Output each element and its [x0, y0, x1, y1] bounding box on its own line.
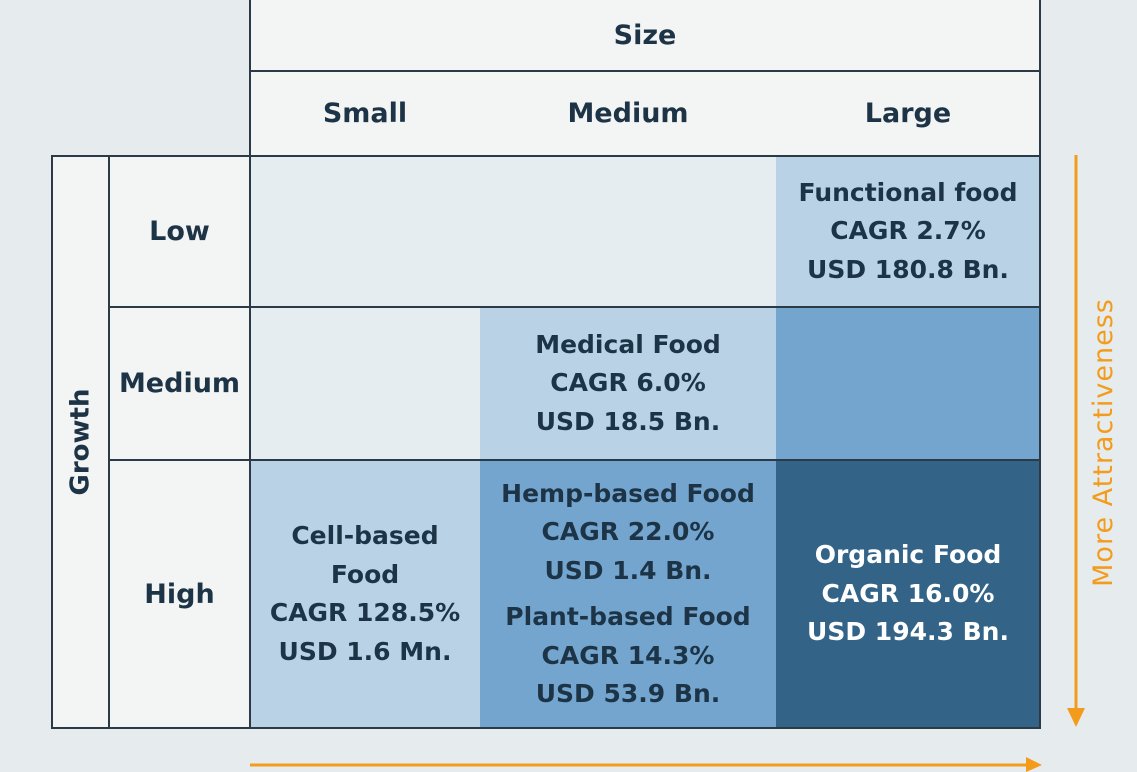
- grid-line-bottom-outer: [51, 727, 1041, 729]
- medical-food-name: Medical Food: [535, 329, 721, 359]
- functional-food-name: Functional food: [798, 177, 1018, 207]
- organic-food-usd: USD 194.3 Bn.: [807, 617, 1009, 647]
- column-header-medium: Medium: [480, 71, 776, 156]
- grid-line-growth-divider: [108, 155, 110, 729]
- vertical-arrow-head: [1067, 708, 1085, 727]
- cell-low-small-medium: [250, 156, 776, 307]
- organic-food-name: Organic Food: [814, 540, 1002, 570]
- row-header-medium: Medium: [109, 307, 250, 460]
- grid-line-header-bottom: [51, 155, 1041, 157]
- cell-medium-large: [776, 307, 1040, 460]
- attractiveness-label: More Attractiveness: [1078, 156, 1128, 728]
- medical-food-usd: USD 18.5 Bn.: [535, 406, 721, 436]
- cell-hemp-plant-food: Hemp-based Food CAGR 22.0% USD 1.4 Bn. P…: [480, 460, 776, 728]
- plant-based-food-usd: USD 53.9 Bn.: [535, 679, 721, 708]
- hemp-based-food-group: Hemp-based Food CAGR 22.0% USD 1.4 Bn.: [501, 475, 755, 591]
- column-header-large-label: Large: [864, 98, 952, 129]
- row-header-high: High: [109, 460, 250, 728]
- column-header-medium-label: Medium: [567, 98, 689, 129]
- hemp-based-food-name: Hemp-based Food: [501, 478, 755, 508]
- grid-line-right-outer: [1039, 0, 1041, 729]
- plant-based-food-name: Plant-based Food: [505, 602, 751, 631]
- grid-line-size-bottom: [250, 70, 1040, 72]
- cell-medical-food: Medical Food CAGR 6.0% USD 18.5 Bn.: [480, 307, 776, 460]
- row-header-low: Low: [109, 156, 250, 307]
- plant-based-food-group: Plant-based Food CAGR 14.3% USD 53.9 Bn.: [501, 598, 755, 714]
- cell-functional-food: Functional food CAGR 2.7% USD 180.8 Bn.: [776, 156, 1040, 307]
- column-header-small-label: Small: [322, 98, 408, 129]
- cell-organic-food: Organic Food CAGR 16.0% USD 194.3 Bn.: [776, 460, 1040, 728]
- grid-line-header-left: [249, 0, 251, 729]
- medical-food-cagr: CAGR 6.0%: [550, 368, 706, 398]
- row-header-medium-label: Medium: [118, 368, 241, 399]
- cell-based-food-usd: USD 1.6 Mn.: [278, 636, 452, 666]
- cell-cell-based-food: Cell-based Food CAGR 128.5% USD 1.6 Mn.: [250, 460, 480, 728]
- functional-food-cagr: CAGR 2.7%: [830, 216, 986, 246]
- row-header-high-label: High: [144, 578, 215, 610]
- organic-food-cagr: CAGR 16.0%: [821, 578, 995, 608]
- column-header-small: Small: [250, 71, 480, 156]
- cell-based-food-name-2: Food: [330, 559, 400, 589]
- grid-line-medium-bottom: [109, 459, 1041, 461]
- row-header-low-label: Low: [149, 216, 210, 247]
- hemp-based-food-cagr: CAGR 22.0%: [541, 517, 715, 546]
- size-header: Size: [250, 0, 1040, 71]
- horizontal-arrow-head: [1026, 757, 1042, 772]
- plant-based-food-cagr: CAGR 14.3%: [541, 640, 715, 670]
- attractiveness-label-text: More Attractiveness: [1087, 297, 1119, 587]
- cell-medium-small: [250, 307, 480, 460]
- cell-based-food-cagr: CAGR 128.5%: [269, 598, 461, 627]
- column-header-large: Large: [776, 71, 1040, 156]
- grid-line-low-bottom: [109, 306, 1041, 308]
- functional-food-usd: USD 180.8 Bn.: [807, 254, 1009, 284]
- size-header-label: Size: [613, 20, 677, 51]
- hemp-based-food-usd: USD 1.4 Bn.: [544, 555, 712, 585]
- cell-based-food-name-1: Cell-based: [291, 521, 439, 550]
- growth-column: [52, 156, 109, 728]
- grid-line-left-outer: [51, 155, 53, 729]
